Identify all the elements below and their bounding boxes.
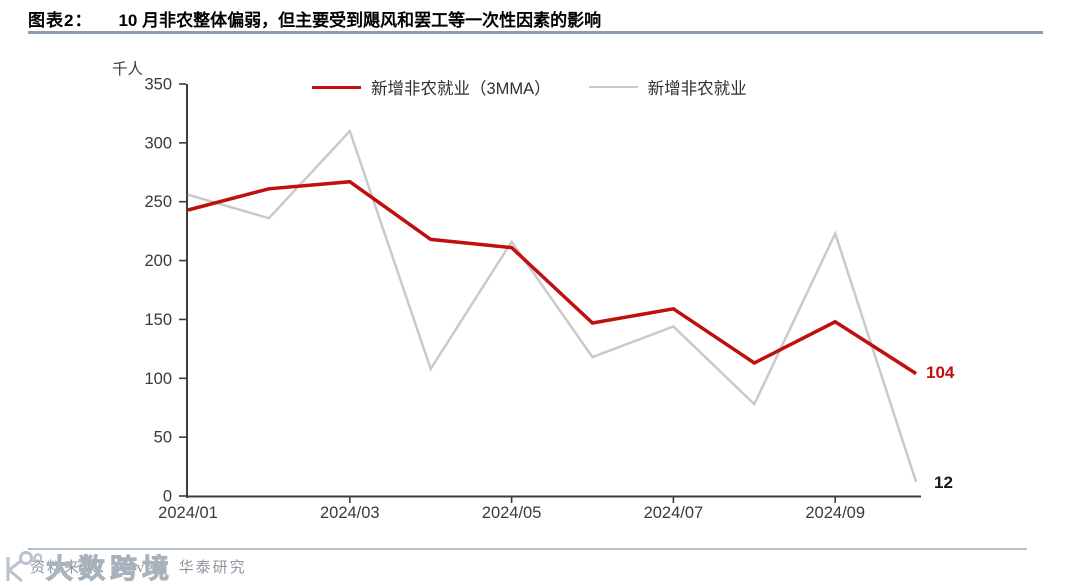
legend-label: 新增非农就业 [647,80,747,98]
figure-title-text: 10 月非农整体偏弱，但主要受到飓风和罢工等一次性因素的影响 [118,11,602,30]
legend-line-swatch-gray [588,86,638,88]
x-tick-label: 2024/03 [320,504,380,522]
data-label-monthly-last: 12 [934,473,953,492]
legend-item-monthly: 新增非农就业 [588,75,747,99]
y-tick-label: 350 [144,76,172,94]
title-divider [28,31,1043,34]
y-tick-label: 50 [154,429,172,447]
y-tick-label: 150 [144,311,172,329]
x-tick-label: 2024/09 [805,504,865,522]
figure-number: 图表2： [28,11,93,30]
chart-legend: 新增非农就业（3MMA） 新增非农就业 [312,75,747,99]
legend-line-swatch-red [312,85,361,89]
footer-divider [28,548,1027,550]
legend-label: 新增非农就业（3MMA） [371,80,551,98]
data-label-3mma-last: 104 [926,363,955,382]
y-tick-label: 250 [144,193,172,211]
x-tick-label: 2024/05 [482,504,542,522]
series-line-nonfarm-monthly [187,128,918,483]
series-line-nonfarm-3mma [187,179,918,376]
y-tick-label: 200 [144,252,172,270]
source-note: 资料来源：Haver，华泰研究 [30,560,247,576]
y-tick-label: 300 [144,134,172,152]
x-tick-label: 2024/01 [158,504,218,522]
y-tick-label: 100 [144,370,172,388]
y-axis-unit-label: 千人 [112,61,144,78]
legend-item-3mma: 新增非农就业（3MMA） [312,75,551,99]
y-tick-label: 0 [163,488,172,506]
figure-title: 图表2： 10 月非农整体偏弱，但主要受到飓风和罢工等一次性因素的影响 [28,6,601,31]
x-tick-label: 2024/07 [644,504,704,522]
